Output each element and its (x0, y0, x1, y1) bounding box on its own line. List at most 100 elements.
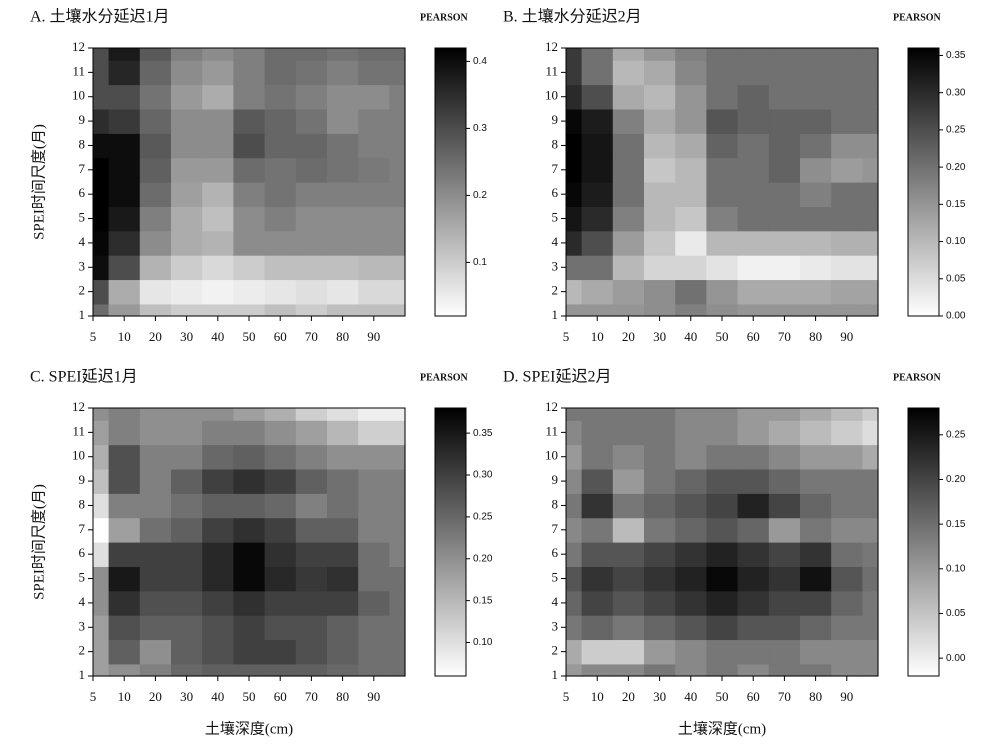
x-tick-label: 30 (180, 689, 193, 704)
cell (644, 182, 676, 207)
cell (675, 157, 707, 183)
cell (139, 182, 172, 207)
colorbar-tick-label: 0.10 (946, 236, 966, 247)
cell (768, 48, 801, 61)
cell (358, 60, 390, 86)
cell (358, 230, 390, 256)
cell (675, 590, 707, 616)
cell (862, 182, 879, 207)
cell (737, 408, 770, 421)
x-tick-label: 20 (149, 689, 162, 704)
cell (389, 303, 406, 317)
y-tick-label: 10 (72, 88, 85, 103)
cell (768, 255, 801, 281)
cell (566, 639, 583, 665)
cell (862, 279, 879, 305)
cell (358, 157, 390, 183)
y-tick-label: 7 (79, 521, 86, 536)
cell (862, 639, 879, 665)
x-tick-label: 80 (336, 329, 349, 344)
cell (139, 84, 172, 110)
cell (800, 615, 832, 641)
y-tick-label: 4 (79, 594, 86, 609)
colorbar-tick-label: 0.00 (946, 311, 966, 322)
x-tick-label: 50 (243, 329, 256, 344)
cell (295, 60, 328, 86)
panel-title: B. 土壤水分延迟2月 (503, 7, 642, 26)
cell (295, 566, 328, 592)
cell (295, 108, 328, 134)
y-tick-label: 7 (552, 161, 559, 176)
x-tick-label: 20 (622, 689, 635, 704)
cell (800, 444, 832, 470)
cell (171, 230, 203, 256)
cell (93, 566, 110, 592)
cell (566, 255, 583, 281)
cell (566, 60, 583, 86)
x-tick-label: 80 (336, 689, 349, 704)
cell (139, 230, 172, 256)
cell (612, 663, 645, 677)
colorbar (434, 407, 467, 677)
cell (93, 590, 110, 616)
cell (264, 517, 297, 543)
cell (108, 542, 141, 567)
panel-title: A. 土壤水分延迟1月 (30, 7, 170, 26)
x-tick-label: 5 (563, 689, 570, 704)
cell (202, 206, 234, 232)
cell (108, 639, 141, 665)
cell (706, 84, 739, 110)
cell (93, 493, 110, 519)
cell (737, 108, 770, 134)
x-tick-label: 90 (840, 689, 853, 704)
cell (295, 420, 328, 446)
cell (295, 230, 328, 256)
cell (233, 420, 266, 446)
x-tick-label: 30 (653, 689, 666, 704)
cell (139, 542, 172, 567)
cell (644, 255, 676, 281)
cell (768, 468, 801, 494)
y-tick-label: 6 (552, 545, 559, 560)
cell (358, 279, 390, 305)
cell (644, 639, 676, 665)
cell (171, 206, 203, 232)
cell (862, 230, 879, 256)
cell (800, 493, 832, 519)
cell (581, 542, 614, 567)
cell (612, 493, 645, 519)
cell (93, 542, 110, 567)
cell (862, 542, 879, 567)
cell (566, 615, 583, 641)
cell (644, 230, 676, 256)
cell (675, 133, 707, 159)
cell (295, 590, 328, 616)
cell (737, 566, 770, 592)
colorbar-title: PEARSON (420, 12, 469, 23)
cell (612, 517, 645, 543)
cell (862, 84, 879, 110)
cell (139, 615, 172, 641)
cell (358, 408, 390, 421)
cell (737, 468, 770, 494)
cell (566, 493, 583, 519)
colorbar-tick-label: 0.10 (473, 637, 493, 648)
cell (706, 468, 739, 494)
cell (202, 542, 234, 567)
cell (800, 206, 832, 232)
y-tick-label: 5 (79, 210, 86, 225)
cell (139, 408, 172, 421)
cell (139, 639, 172, 665)
cell (139, 420, 172, 446)
cell (566, 468, 583, 494)
y-tick-label: 5 (79, 570, 86, 585)
cell (581, 48, 614, 61)
cell (800, 566, 832, 592)
cell (644, 108, 676, 134)
x-axis-label: 土壤深度(cm) (678, 719, 766, 737)
cell (233, 542, 266, 567)
cell (675, 182, 707, 207)
cell (566, 279, 583, 305)
cell (202, 303, 234, 317)
cell (831, 182, 863, 207)
